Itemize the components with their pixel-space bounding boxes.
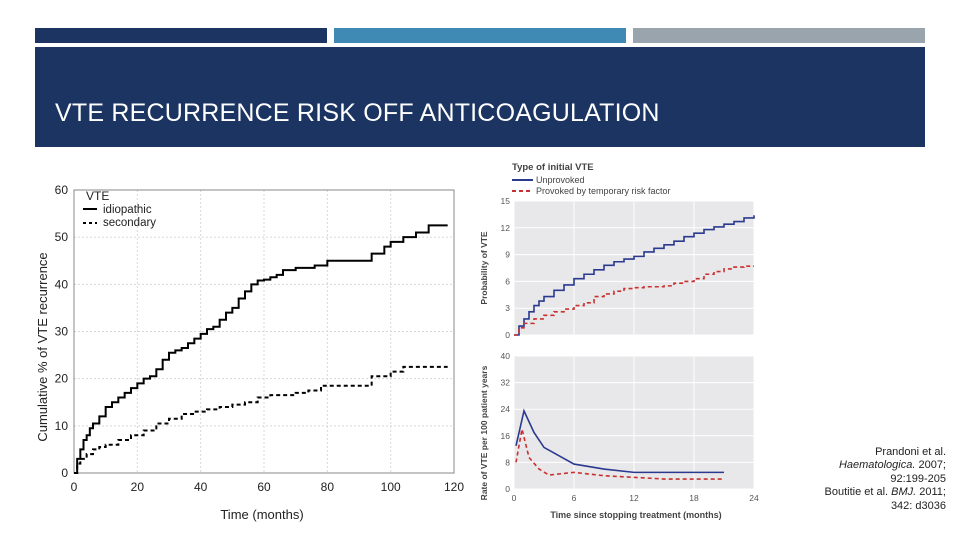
rate-panel: 0 8 16 24 32 40 0 6 12 18 24 bbox=[501, 351, 759, 503]
panel-0-ytick-label: 0 bbox=[505, 330, 510, 340]
panel-1-ytick-label: 24 bbox=[501, 404, 511, 414]
chart1-xtick-label: 100 bbox=[381, 480, 401, 494]
chart1-ytick-label: 20 bbox=[55, 372, 69, 386]
chart1-x-axis-label: Time (months) bbox=[220, 507, 303, 522]
chart1-ytick-label: 40 bbox=[55, 277, 69, 291]
panel-1-ytick-label: 16 bbox=[501, 431, 511, 441]
chart1-xtick-label: 40 bbox=[194, 480, 208, 494]
panel-1-ytick-label: 32 bbox=[501, 378, 511, 388]
panel-1-ytick-label: 0 bbox=[505, 484, 510, 494]
chart1-xtick-label: 80 bbox=[321, 480, 335, 494]
panel-0-ytick-label: 12 bbox=[501, 223, 511, 233]
chart2-xtick-label: 6 bbox=[572, 493, 577, 503]
panel-1-series-unprovoked bbox=[515, 408, 724, 474]
chart1-ytick-label: 30 bbox=[55, 325, 69, 339]
citation-line-5: 342: d3036 bbox=[890, 499, 946, 512]
panel-0-series-provoked-by-temporary-risk-factor bbox=[514, 265, 754, 336]
chart1-xtick-label: 120 bbox=[444, 480, 464, 494]
citation-line-2: Haematologica. 2007; bbox=[786, 459, 946, 472]
chart1-axes: 0 20 40 60 80 100 120 0 10 20 30 40 50 60 bbox=[55, 183, 465, 494]
citation-line-4: Boutitie et al. BMJ. 2011; bbox=[786, 486, 947, 499]
chart2-xtick-label: 24 bbox=[749, 493, 759, 503]
chart1-grid bbox=[73, 189, 455, 474]
chart2-y-axis-label-top: Probability of VTE bbox=[479, 231, 489, 305]
vte-type-panels-chart: Type of initial VTE Unprovoked Provoked … bbox=[478, 155, 762, 525]
chart2-legend: Type of initial VTE Unprovoked Provoked … bbox=[512, 162, 671, 196]
citation-line-1: Prandoni et al. bbox=[875, 446, 946, 458]
cumulative-recurrence-chart: 0 20 40 60 80 100 120 0 10 20 30 40 50 60 VTE idiopat… bbox=[35, 183, 465, 522]
panel-1-ytick-label: 40 bbox=[501, 351, 511, 361]
series-line-idiopathic bbox=[74, 224, 448, 474]
chart1-plot-frame bbox=[73, 189, 455, 474]
chart1-series bbox=[74, 224, 448, 474]
title-banner: VTE RECURRENCE RISK OFF ANTICOAGULATION bbox=[35, 47, 925, 147]
panel-1-ytick-label: 8 bbox=[505, 457, 510, 467]
chart1-xtick-label: 20 bbox=[131, 480, 145, 494]
citation-journal-2: BMJ. bbox=[891, 486, 917, 499]
chart2-x-axis-label: Time since stopping treatment (months) bbox=[550, 510, 721, 520]
panel-0-ytick-label: 9 bbox=[505, 250, 510, 260]
legend-label-provoked: Provoked by temporary risk factor bbox=[536, 186, 671, 196]
chart1-ytick-label: 10 bbox=[55, 419, 69, 433]
panel-0-ytick-label: 3 bbox=[505, 303, 510, 313]
chart2-legend-title: Type of initial VTE bbox=[512, 162, 594, 173]
citation-author-2: Boutitie et al. bbox=[824, 486, 892, 499]
chart1-ytick-label: 0 bbox=[61, 466, 68, 480]
panel-1-series-provoked-by-temporary-risk-factor bbox=[515, 428, 724, 480]
legend-label-unprovoked: Unprovoked bbox=[536, 175, 585, 185]
chart1-xtick-label: 0 bbox=[71, 480, 78, 494]
chart1-ytick-label: 60 bbox=[55, 183, 69, 197]
chart2-xtick-label: 0 bbox=[512, 493, 517, 503]
citation-year-1: 2007; bbox=[915, 459, 946, 472]
panel-0-series-unprovoked bbox=[514, 215, 755, 336]
panel-0-ytick-label: 15 bbox=[501, 196, 511, 206]
citation-line-3: 92:199-205 bbox=[890, 472, 946, 485]
probability-panel: 0 3 6 9 12 15 bbox=[501, 196, 755, 340]
citation-year-2: 2011; bbox=[916, 486, 946, 499]
chart2-xtick-label: 18 bbox=[689, 493, 699, 503]
header-strip-navy bbox=[35, 28, 327, 43]
citation-journal-1: Haematologica. bbox=[838, 459, 916, 472]
chart2-y-axis-label-bottom: Rate of VTE per 100 patient years bbox=[479, 365, 489, 500]
chart1-xtick-label: 60 bbox=[257, 480, 271, 494]
chart2-xtick-label: 12 bbox=[629, 493, 639, 503]
chart1-legend: VTE idiopathic secondary bbox=[83, 189, 156, 229]
chart1-legend-title: VTE bbox=[86, 189, 109, 203]
citation: Prandoni et al. Haematologica. 2007; 92:… bbox=[786, 446, 947, 513]
panel-0-ytick-label: 6 bbox=[505, 276, 510, 286]
series-line-secondary bbox=[74, 365, 448, 474]
chart1-ytick-label: 50 bbox=[55, 230, 69, 244]
chart1-y-axis-label: Cumulative % of VTE recurrence bbox=[35, 252, 50, 441]
header-strip-blue bbox=[334, 28, 626, 43]
slide-title: VTE RECURRENCE RISK OFF ANTICOAGULATION bbox=[55, 99, 660, 127]
header-strip-gray bbox=[633, 28, 925, 43]
legend-label-idiopathic: idiopathic bbox=[103, 204, 152, 216]
legend-label-secondary: secondary bbox=[103, 217, 156, 229]
